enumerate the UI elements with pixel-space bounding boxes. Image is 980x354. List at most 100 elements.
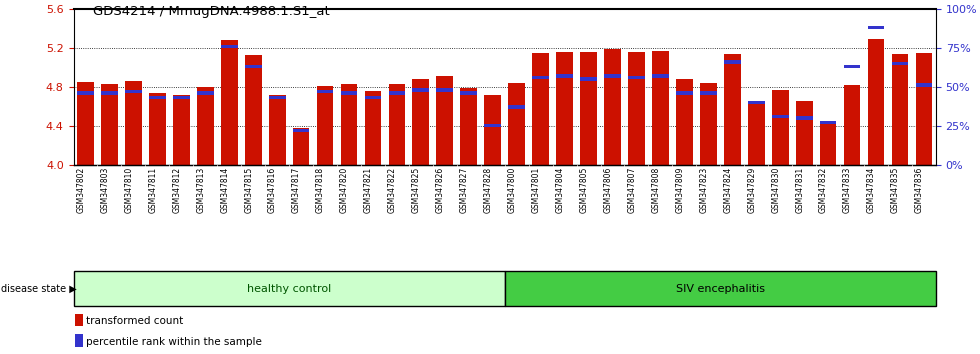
Bar bbox=[101, 91, 118, 95]
Bar bbox=[532, 76, 549, 79]
Bar bbox=[509, 83, 525, 165]
Text: GSM347801: GSM347801 bbox=[531, 167, 541, 213]
Bar bbox=[197, 87, 214, 165]
Text: GSM347808: GSM347808 bbox=[652, 167, 661, 213]
Bar bbox=[509, 105, 525, 109]
Bar bbox=[844, 65, 860, 68]
Text: GSM347818: GSM347818 bbox=[316, 167, 325, 213]
Bar bbox=[149, 96, 166, 99]
Bar bbox=[652, 74, 668, 78]
Text: GSM347821: GSM347821 bbox=[364, 167, 373, 213]
Text: GSM347820: GSM347820 bbox=[340, 167, 349, 213]
Bar bbox=[75, 334, 83, 347]
Bar bbox=[388, 91, 406, 95]
Bar bbox=[149, 92, 166, 165]
Text: GSM347804: GSM347804 bbox=[556, 167, 564, 213]
Text: GSM347800: GSM347800 bbox=[508, 167, 516, 213]
Text: GSM347802: GSM347802 bbox=[76, 167, 85, 213]
Bar bbox=[557, 74, 573, 78]
Bar bbox=[220, 45, 237, 48]
Bar bbox=[245, 65, 262, 68]
Bar bbox=[293, 127, 310, 165]
Text: GSM347823: GSM347823 bbox=[700, 167, 709, 213]
Bar bbox=[892, 54, 908, 165]
Bar bbox=[628, 52, 645, 165]
Bar bbox=[580, 77, 597, 81]
Bar bbox=[748, 101, 764, 165]
Text: GSM347816: GSM347816 bbox=[269, 167, 277, 213]
Bar bbox=[436, 76, 453, 165]
Bar bbox=[101, 84, 118, 165]
Bar bbox=[844, 85, 860, 165]
Bar bbox=[676, 79, 693, 165]
Bar bbox=[413, 79, 429, 165]
Text: GSM347817: GSM347817 bbox=[292, 167, 301, 213]
Text: GSM347824: GSM347824 bbox=[723, 167, 732, 213]
Bar bbox=[604, 49, 621, 165]
Bar bbox=[557, 52, 573, 165]
Bar bbox=[819, 121, 837, 124]
Text: GSM347814: GSM347814 bbox=[220, 167, 229, 213]
Text: GSM347827: GSM347827 bbox=[460, 167, 468, 213]
Text: disease state ▶: disease state ▶ bbox=[1, 284, 76, 293]
Bar bbox=[365, 91, 381, 165]
Bar bbox=[915, 84, 932, 87]
Bar bbox=[772, 115, 789, 118]
Bar bbox=[77, 91, 94, 95]
Bar bbox=[269, 96, 285, 165]
Text: transformed count: transformed count bbox=[86, 316, 183, 326]
Text: percentile rank within the sample: percentile rank within the sample bbox=[86, 337, 262, 347]
Bar bbox=[197, 91, 214, 95]
Text: GSM347830: GSM347830 bbox=[771, 167, 780, 213]
Text: GSM347815: GSM347815 bbox=[244, 167, 253, 213]
Text: GSM347834: GSM347834 bbox=[867, 167, 876, 213]
Bar bbox=[796, 116, 812, 120]
Bar bbox=[341, 91, 358, 95]
Bar bbox=[915, 53, 932, 165]
Text: GSM347811: GSM347811 bbox=[148, 167, 158, 213]
Text: GSM347807: GSM347807 bbox=[627, 167, 636, 213]
Bar bbox=[867, 39, 884, 165]
Bar bbox=[413, 88, 429, 92]
Bar bbox=[293, 129, 310, 132]
Text: GSM347831: GSM347831 bbox=[795, 167, 805, 213]
Text: GSM347810: GSM347810 bbox=[124, 167, 133, 213]
Bar bbox=[580, 52, 597, 165]
Bar bbox=[74, 271, 505, 306]
Bar bbox=[724, 60, 741, 63]
Bar bbox=[505, 271, 936, 306]
Bar bbox=[436, 88, 453, 92]
Bar bbox=[867, 26, 884, 29]
Bar bbox=[628, 76, 645, 79]
Bar bbox=[341, 84, 358, 165]
Text: GSM347812: GSM347812 bbox=[172, 167, 181, 213]
Text: GSM347832: GSM347832 bbox=[819, 167, 828, 213]
Bar bbox=[484, 124, 501, 127]
Text: GSM347825: GSM347825 bbox=[412, 167, 420, 213]
Bar bbox=[748, 101, 764, 104]
Bar bbox=[724, 54, 741, 165]
Bar bbox=[75, 314, 83, 326]
Bar bbox=[532, 53, 549, 165]
Text: GSM347833: GSM347833 bbox=[843, 167, 852, 213]
Bar bbox=[172, 96, 190, 99]
Text: healthy control: healthy control bbox=[247, 284, 331, 293]
Bar bbox=[604, 74, 621, 78]
Text: GDS4214 / MmugDNA.4988.1.S1_at: GDS4214 / MmugDNA.4988.1.S1_at bbox=[93, 5, 330, 18]
Bar bbox=[892, 62, 908, 65]
Text: GSM347813: GSM347813 bbox=[196, 167, 205, 213]
Bar bbox=[125, 81, 142, 165]
Text: GSM347822: GSM347822 bbox=[388, 167, 397, 213]
Text: GSM347803: GSM347803 bbox=[100, 167, 110, 213]
Bar bbox=[125, 90, 142, 93]
Text: GSM347836: GSM347836 bbox=[915, 167, 924, 213]
Bar bbox=[461, 91, 477, 95]
Bar bbox=[700, 83, 716, 165]
Bar bbox=[245, 55, 262, 165]
Bar bbox=[700, 91, 716, 95]
Bar bbox=[365, 96, 381, 99]
Bar bbox=[317, 90, 333, 93]
Text: GSM347826: GSM347826 bbox=[436, 167, 445, 213]
Bar bbox=[461, 88, 477, 165]
Bar bbox=[269, 96, 285, 99]
